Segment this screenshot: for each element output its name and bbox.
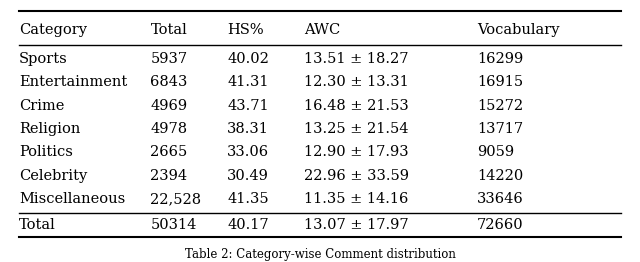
- Text: 22.96 ± 33.59: 22.96 ± 33.59: [304, 168, 409, 183]
- Text: 43.71: 43.71: [227, 99, 269, 113]
- Text: 41.35: 41.35: [227, 192, 269, 206]
- Text: 6843: 6843: [150, 75, 188, 89]
- Text: 14220: 14220: [477, 168, 523, 183]
- Text: 41.31: 41.31: [227, 75, 269, 89]
- Text: 4978: 4978: [150, 122, 188, 136]
- Text: Politics: Politics: [19, 145, 73, 159]
- Text: Miscellaneous: Miscellaneous: [19, 192, 125, 206]
- Text: Sports: Sports: [19, 52, 68, 66]
- Text: 16299: 16299: [477, 52, 523, 66]
- Text: AWC: AWC: [304, 23, 340, 37]
- Text: 50314: 50314: [150, 218, 196, 232]
- Text: 40.17: 40.17: [227, 218, 269, 232]
- Text: 38.31: 38.31: [227, 122, 269, 136]
- Text: 30.49: 30.49: [227, 168, 269, 183]
- Text: Vocabulary: Vocabulary: [477, 23, 559, 37]
- Text: Religion: Religion: [19, 122, 81, 136]
- Text: 33646: 33646: [477, 192, 524, 206]
- Text: 33.06: 33.06: [227, 145, 269, 159]
- Text: 16915: 16915: [477, 75, 523, 89]
- Text: 9059: 9059: [477, 145, 514, 159]
- Text: Category: Category: [19, 23, 87, 37]
- Text: 15272: 15272: [477, 99, 523, 113]
- Text: 2394: 2394: [150, 168, 188, 183]
- Text: Total: Total: [150, 23, 187, 37]
- Text: 5937: 5937: [150, 52, 188, 66]
- Text: Table 2: Category-wise Comment distribution: Table 2: Category-wise Comment distribut…: [184, 248, 456, 261]
- Text: 13.25 ± 21.54: 13.25 ± 21.54: [304, 122, 408, 136]
- Text: 22,528: 22,528: [150, 192, 202, 206]
- Text: 2665: 2665: [150, 145, 188, 159]
- Text: 4969: 4969: [150, 99, 188, 113]
- Text: 13717: 13717: [477, 122, 523, 136]
- Text: HS%: HS%: [227, 23, 264, 37]
- Text: Celebrity: Celebrity: [19, 168, 88, 183]
- Text: 16.48 ± 21.53: 16.48 ± 21.53: [304, 99, 409, 113]
- Text: 12.30 ± 13.31: 12.30 ± 13.31: [304, 75, 409, 89]
- Text: 40.02: 40.02: [227, 52, 269, 66]
- Text: Entertainment: Entertainment: [19, 75, 127, 89]
- Text: 11.35 ± 14.16: 11.35 ± 14.16: [304, 192, 408, 206]
- Text: 13.51 ± 18.27: 13.51 ± 18.27: [304, 52, 408, 66]
- Text: 72660: 72660: [477, 218, 524, 232]
- Text: 13.07 ± 17.97: 13.07 ± 17.97: [304, 218, 408, 232]
- Text: Total: Total: [19, 218, 56, 232]
- Text: Crime: Crime: [19, 99, 65, 113]
- Text: 12.90 ± 17.93: 12.90 ± 17.93: [304, 145, 408, 159]
